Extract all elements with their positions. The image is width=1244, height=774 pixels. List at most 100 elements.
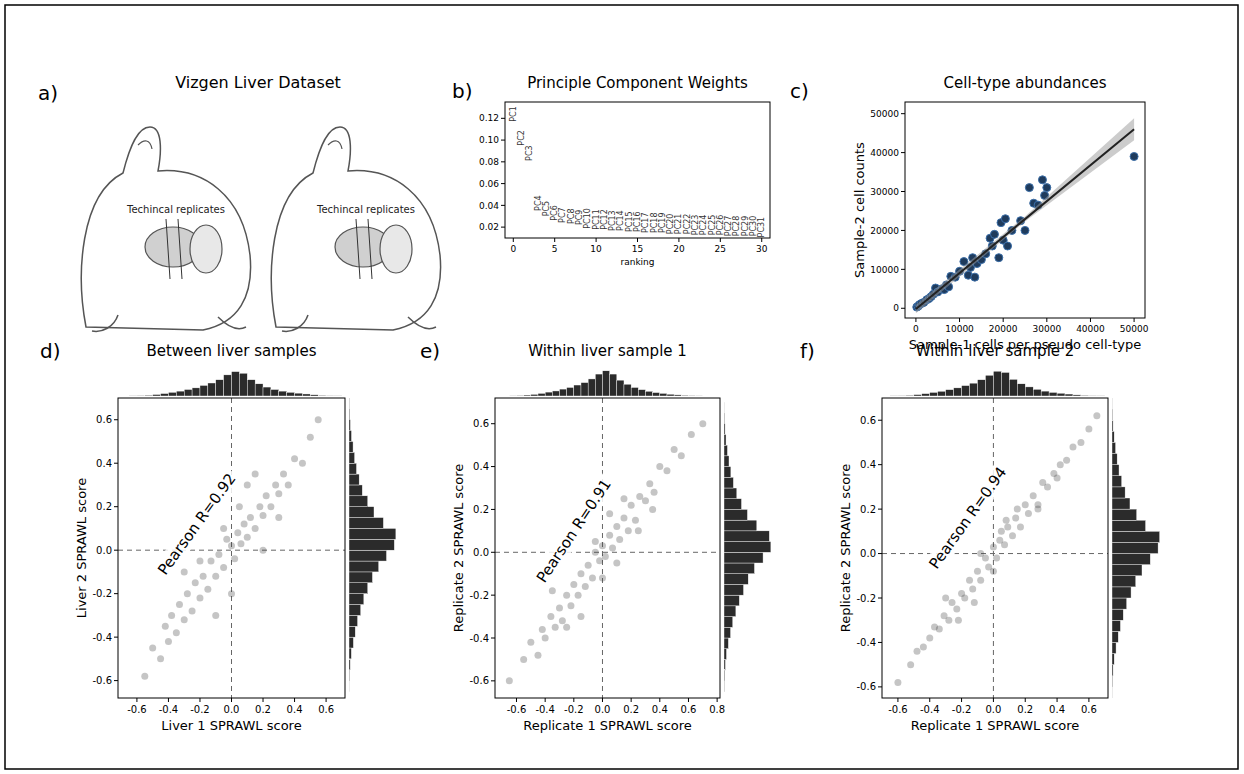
point (272, 481, 279, 488)
tick-label: 0.06 (479, 179, 499, 189)
histogram-bar (1081, 395, 1089, 396)
mouse: Techincal replicates (81, 127, 250, 331)
tick-mark (501, 227, 505, 228)
plot-frame (505, 102, 770, 238)
point (181, 616, 188, 623)
tick-label: 0.6 (96, 414, 112, 425)
histogram-bar (349, 659, 350, 670)
point (263, 492, 270, 499)
point (1093, 412, 1100, 419)
point (184, 590, 191, 597)
point (506, 677, 513, 684)
tick-mark (501, 118, 505, 119)
histogram-bar (1112, 565, 1142, 576)
axis-title: ranking (620, 257, 654, 267)
histogram-bar (153, 395, 161, 396)
tick-mark (491, 680, 495, 681)
point (656, 463, 663, 470)
point (585, 562, 592, 569)
reference-line (118, 550, 345, 551)
point (1044, 483, 1051, 490)
point (993, 555, 1000, 562)
histogram-bar (349, 441, 353, 452)
tick-mark (513, 238, 514, 242)
point (231, 555, 238, 562)
histogram-bar (724, 552, 763, 563)
histogram-bar (1112, 476, 1122, 487)
tick-mark (545, 698, 546, 702)
point (953, 606, 960, 613)
point (563, 592, 570, 599)
point (149, 645, 156, 652)
tick-label: 30000 (870, 187, 899, 197)
tick-mark (631, 698, 632, 702)
point (1063, 457, 1070, 464)
histogram-bar (168, 392, 176, 396)
histogram-bar (985, 375, 993, 396)
histogram-bar (349, 485, 362, 496)
tick-mark (114, 593, 118, 594)
tick-mark (491, 552, 495, 553)
tick-label: 30 (756, 244, 768, 254)
point (1085, 426, 1092, 433)
histogram-right (724, 402, 771, 691)
tick-label: 0.4 (860, 459, 876, 470)
point (200, 573, 207, 580)
histogram-bar (208, 383, 216, 396)
point (942, 595, 949, 602)
histogram-bar (1089, 395, 1097, 396)
mouse-ear (138, 141, 152, 149)
histogram-bar (1112, 676, 1113, 687)
point (208, 558, 215, 565)
tick-mark (263, 698, 264, 702)
histogram-bar (602, 371, 609, 396)
tick-mark (1090, 318, 1091, 322)
histogram-bar (1112, 420, 1113, 431)
point (699, 420, 706, 427)
plot-frame (905, 102, 1145, 318)
tick-mark (901, 230, 905, 231)
tick-mark (717, 698, 718, 702)
histogram-bar (1017, 384, 1025, 396)
point (256, 503, 263, 510)
point (215, 551, 222, 558)
histogram-bar (302, 394, 310, 396)
point (663, 467, 670, 474)
tick-label: 0.4 (652, 704, 668, 715)
tick-mark (901, 113, 905, 114)
point (1012, 515, 1019, 522)
point (534, 652, 541, 659)
annotation: Pearson R=0.92 (152, 467, 243, 581)
tick-mark (114, 637, 118, 638)
tick-mark (168, 698, 169, 702)
histogram-bar (724, 531, 769, 542)
tick-mark (688, 698, 689, 702)
point (642, 497, 649, 504)
chart-title: Principle Component Weights (527, 74, 748, 92)
point (267, 503, 274, 510)
mouse-body (81, 127, 250, 330)
tick-mark (501, 140, 505, 141)
point (547, 613, 554, 620)
point (977, 550, 984, 557)
plot-frame (495, 398, 720, 698)
point (220, 564, 227, 571)
histogram-bar (224, 375, 232, 396)
histogram-bar (349, 452, 355, 463)
tick-label: -0.6 (888, 704, 908, 715)
liver-lobe (190, 225, 222, 273)
point (285, 481, 292, 488)
point (1001, 541, 1008, 548)
histogram-bar (349, 637, 353, 648)
histogram-bar (724, 499, 742, 510)
tick-label: 25 (715, 244, 726, 254)
point (189, 608, 196, 615)
histogram-bar (638, 390, 645, 396)
tick-mark (901, 269, 905, 270)
tick-label: 0.2 (623, 704, 639, 715)
annotation: Pearson R=0.91 (530, 473, 617, 589)
histogram-bar (349, 409, 351, 420)
tick-mark (897, 698, 898, 702)
histogram-bar (295, 393, 303, 396)
histogram-bar (349, 420, 350, 431)
